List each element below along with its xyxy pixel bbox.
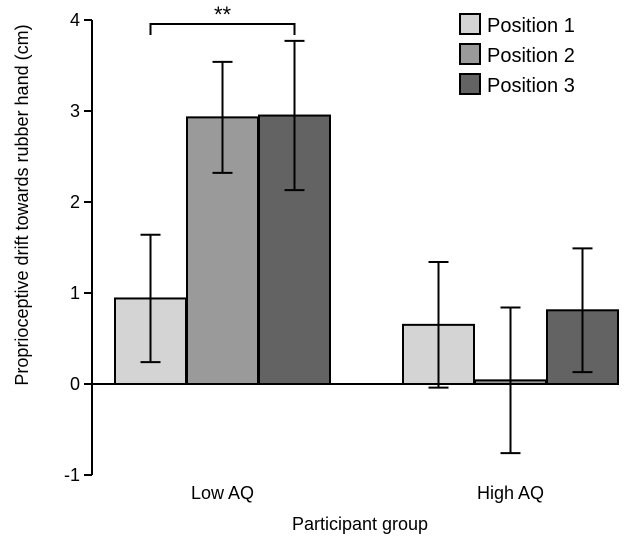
error-bar-position-3-high-aq	[572, 247, 593, 374]
legend-label: Position 1	[487, 15, 575, 37]
error-bars-layer	[140, 39, 593, 455]
x-axis-label: Participant group	[292, 514, 428, 534]
y-tick-label: 1	[70, 283, 80, 303]
y-tick-label: 3	[70, 101, 80, 121]
y-axis-label: Proprioceptive drift towards rubber hand…	[12, 24, 32, 385]
y-tick-label: 0	[70, 374, 80, 394]
legend-swatch	[459, 13, 481, 35]
legend: Position 1 Position 2 Position 3	[459, 13, 575, 97]
annotation-layer: **	[149, 2, 296, 35]
legend-label: Position 3	[487, 75, 575, 97]
legend-swatch	[459, 73, 481, 95]
error-bar-position-2-high-aq	[500, 306, 521, 455]
y-tick-label: 4	[70, 10, 80, 30]
x-category-label: Low AQ	[191, 483, 254, 503]
bars-layer	[114, 114, 619, 386]
significance-label: **	[214, 2, 232, 27]
legend-item-position-1: Position 1	[459, 13, 575, 37]
axes-layer: -1 0 1 2 3 4 Low AQ High AQ	[64, 10, 600, 503]
legend-label: Position 2	[487, 45, 575, 67]
error-bar-position-3-low-aq	[284, 39, 305, 192]
legend-item-position-3: Position 3	[459, 73, 575, 97]
error-bar-position-1-low-aq	[140, 233, 161, 364]
y-tick-label: 2	[70, 192, 80, 212]
error-bar-position-1-high-aq	[428, 261, 449, 389]
significance-bracket	[149, 23, 296, 35]
x-category-label: High AQ	[477, 483, 544, 503]
error-bar-position-2-low-aq	[212, 60, 233, 174]
legend-item-position-2: Position 2	[459, 43, 575, 67]
legend-swatch	[459, 43, 481, 65]
y-tick-label: -1	[64, 465, 80, 485]
